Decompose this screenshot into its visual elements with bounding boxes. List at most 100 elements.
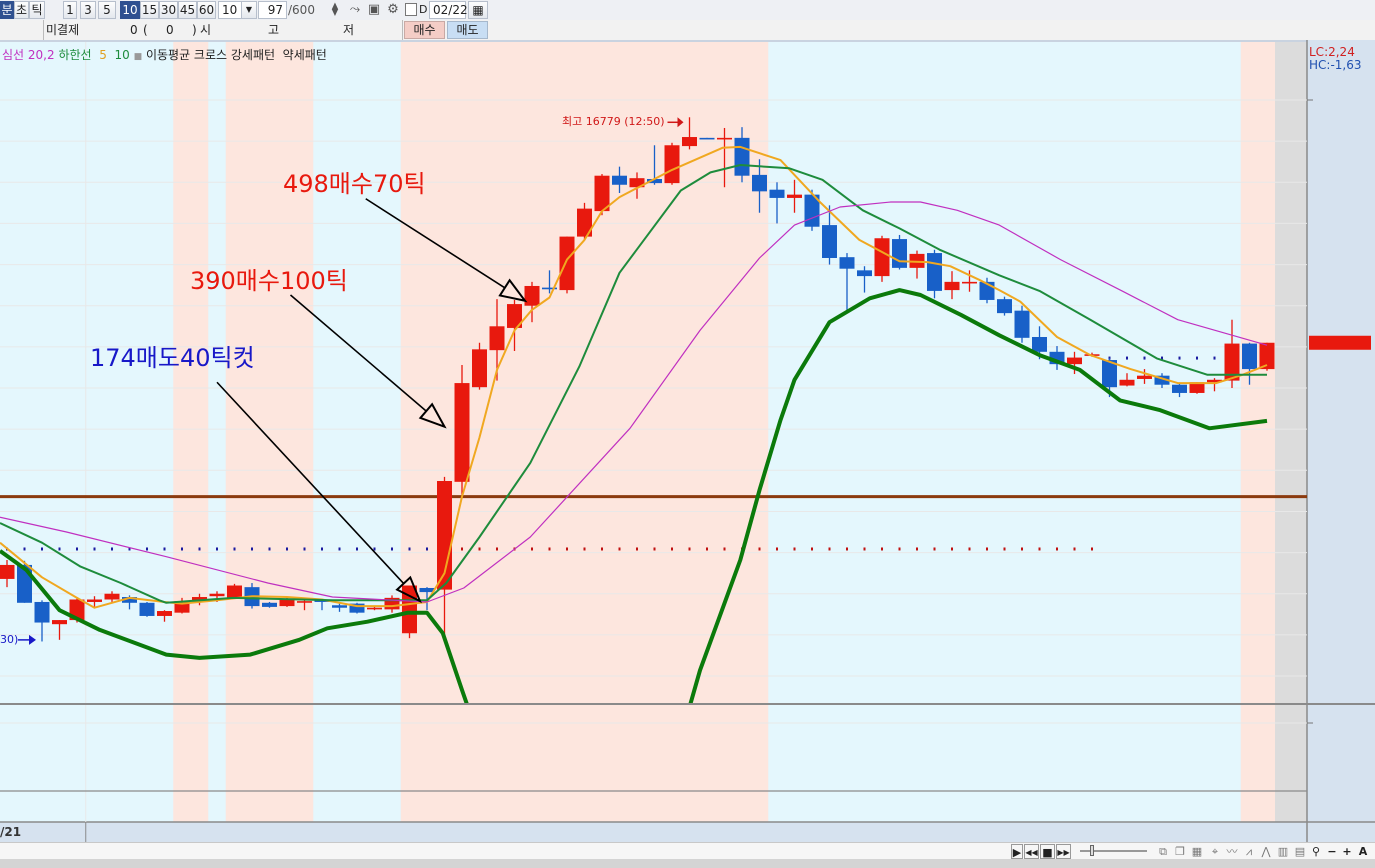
quote-info-row: 미결제 0 ( 0 ) 시 고 저 매수 매도 [0, 20, 1375, 41]
candle-body [34, 601, 50, 623]
candle-body [822, 225, 837, 258]
mountain-chart-icon[interactable]: ⋀ [1261, 845, 1271, 858]
stop-button[interactable]: ■ [1040, 844, 1055, 859]
candle [612, 166, 627, 193]
candle-body [52, 620, 67, 625]
interval-45-button[interactable]: 45 [178, 1, 197, 19]
candle [857, 266, 872, 293]
signal-dot [58, 547, 61, 551]
annotation-arrow-icon [365, 198, 506, 289]
interval-1-button[interactable]: 1 [63, 1, 77, 19]
zoom-in-button[interactable]: + [1342, 845, 1352, 858]
open-interest-label: 미결제 [46, 23, 80, 37]
signal-dot [1091, 547, 1093, 551]
window-tile-icon[interactable]: ⧉ [1159, 845, 1167, 858]
signal-dot [251, 547, 253, 551]
signal-dot [1178, 356, 1181, 360]
candle-add-icon[interactable]: ⧫ [331, 2, 339, 17]
candle [717, 127, 732, 188]
candle [157, 610, 172, 622]
signal-dot [758, 547, 761, 551]
price-chart[interactable] [0, 40, 1375, 842]
time-axis-background [0, 822, 1375, 842]
signal-dot [216, 547, 218, 551]
signal-dot [688, 547, 691, 551]
speed-slider-handle[interactable] [1090, 845, 1094, 856]
indicator-line-ma5 [0, 145, 1268, 609]
quote-info-box [43, 20, 403, 40]
candle-body [349, 603, 365, 613]
count-input[interactable]: 97 [258, 1, 287, 19]
play-button[interactable]: ▶ [1011, 844, 1023, 859]
interval-5-button[interactable]: 5 [98, 1, 116, 19]
chart-legend: 심선 20,2 하한선 5 10 ■ 이동평균 크로스 강세패턴 약세패턴 [2, 46, 327, 63]
signal-dot [1056, 547, 1058, 551]
annotation-text-390-buy: 390매수100틱 [190, 267, 348, 295]
fast-forward-button[interactable]: ▶▶ [1056, 844, 1071, 859]
trend-line-icon[interactable]: 〰 [1226, 845, 1238, 858]
period-second-button[interactable]: 초 [14, 1, 29, 19]
interval-15-button[interactable]: 15 [140, 1, 159, 19]
rewind-button[interactable]: ◀◀ [1024, 844, 1039, 859]
interval-3-button[interactable]: 3 [80, 1, 96, 19]
gear-icon[interactable]: ⚙ [387, 2, 399, 17]
candle [314, 599, 330, 611]
zoom-out-button[interactable]: − [1327, 845, 1337, 858]
text-tool-button[interactable]: A [1358, 845, 1368, 858]
candle-body [157, 611, 172, 616]
interval-30-button[interactable]: 30 [159, 1, 178, 19]
paren-open: ( [143, 23, 148, 37]
signal-dot [111, 547, 113, 551]
interval-10-button[interactable]: 10 [120, 1, 140, 19]
calendar-icon[interactable]: ▦ [468, 1, 488, 19]
indicator-add-icon[interactable]: ⤳ [349, 2, 361, 17]
candle [1067, 351, 1082, 375]
signal-dot [793, 547, 796, 551]
d-checkbox[interactable] [405, 3, 417, 16]
period-minute-button[interactable]: 분 [0, 1, 14, 19]
chart-window-icon[interactable]: ▤ [1294, 845, 1306, 858]
signal-dot [426, 547, 428, 551]
date-input[interactable]: 02/22 [429, 1, 468, 19]
grid-icon[interactable]: ▦ [1191, 845, 1203, 858]
candle [1189, 382, 1205, 394]
candle [454, 364, 470, 497]
candle-body [944, 281, 960, 291]
line-chart-icon[interactable]: ⩘ [1245, 845, 1253, 858]
signal-dot [531, 547, 533, 551]
candle-body [297, 601, 312, 603]
candle-body [1014, 310, 1030, 338]
crosshair-icon[interactable]: ⌖ [1211, 845, 1219, 858]
indicator-line-center-line [0, 201, 1268, 603]
candle-body [542, 287, 557, 290]
period-tick-button[interactable]: 틱 [29, 1, 45, 19]
signal-dot [846, 547, 848, 551]
speed-slider[interactable] [1080, 850, 1147, 852]
sell-button[interactable]: 매도 [447, 21, 488, 39]
candle-body [122, 597, 137, 603]
candle [682, 117, 697, 150]
candle-body [1207, 379, 1222, 383]
annotation-text-498-buy: 498매수70틱 [283, 170, 426, 198]
interval-60-button[interactable]: 60 [197, 1, 216, 19]
save-icon[interactable]: ▣ [367, 2, 381, 17]
window-cascade-icon[interactable]: ❐ [1175, 845, 1185, 858]
candle-body [367, 607, 382, 610]
price-axis-background [1307, 40, 1375, 842]
zoom-icon[interactable]: ⚲ [1311, 845, 1321, 858]
signal-dot [1161, 356, 1163, 360]
signal-dot [41, 547, 43, 551]
volume-icon[interactable]: ▥ [1277, 845, 1289, 858]
signal-dot [181, 547, 183, 551]
legend-ma5: 5 [99, 48, 107, 62]
candle-body [734, 137, 750, 176]
candle [104, 591, 120, 602]
chevron-down-icon[interactable]: ▼ [241, 1, 257, 19]
signal-dot [356, 547, 358, 551]
buy-button[interactable]: 매수 [404, 21, 445, 39]
annotation-arrow-head-icon [395, 575, 422, 604]
candle [629, 172, 645, 199]
candle-body [1032, 336, 1047, 352]
high-price-marker: 최고 16779 (12:50) [562, 115, 665, 128]
low-arrow-head-icon [29, 634, 36, 645]
